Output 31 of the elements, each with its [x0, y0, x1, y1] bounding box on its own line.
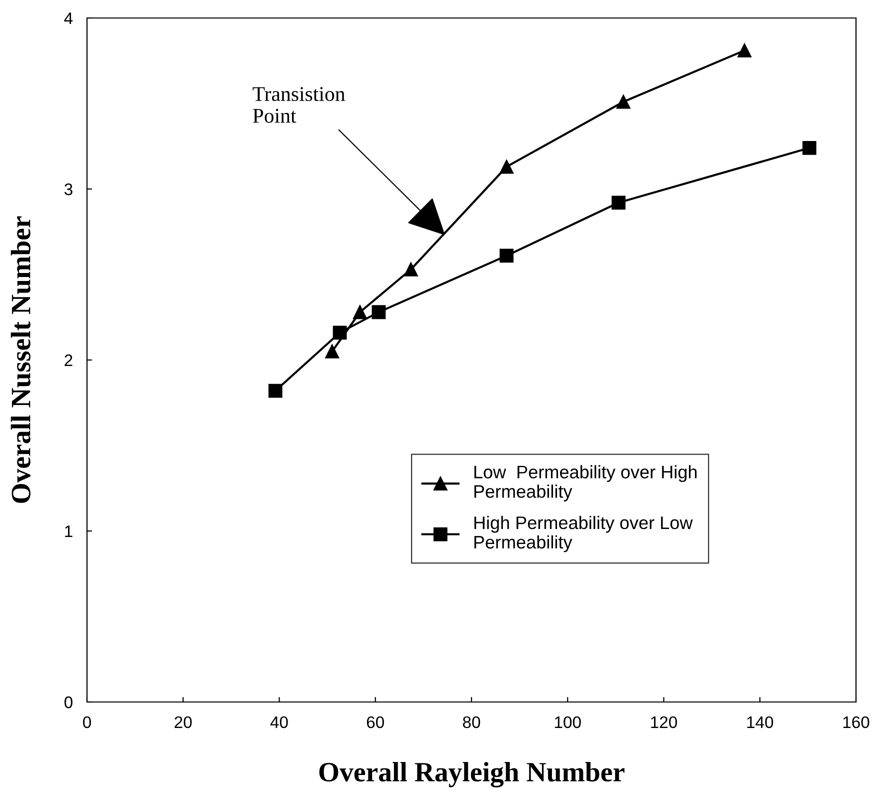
- legend-label: High Permeability over Low Permeability: [474, 516, 693, 552]
- x-tick-label: 140: [747, 716, 774, 728]
- y-tick-label: 4: [64, 12, 73, 24]
- x-tick-label: 80: [462, 716, 480, 728]
- annotation: Transistion Point: [252, 87, 346, 123]
- y-axis-title: Overall Nusselt Number: [10, 216, 30, 503]
- point: [268, 384, 282, 398]
- point: [500, 160, 514, 174]
- point: [500, 248, 514, 263]
- x-axis-title: Overall Rayleigh Number: [319, 762, 624, 788]
- x-tick-label: 60: [366, 716, 384, 728]
- y-tick-label: 3: [64, 183, 72, 196]
- x-tick-label: 120: [651, 716, 678, 728]
- y-tick-label: 0: [64, 696, 72, 708]
- point: [802, 141, 816, 155]
- point: [612, 196, 626, 210]
- point: [353, 305, 367, 320]
- point: [325, 344, 340, 358]
- y-tick-label: 1: [65, 526, 72, 538]
- x-tick-label: 160: [843, 716, 870, 728]
- point: [404, 262, 418, 276]
- legend-label: Low Permeability over High Permeability: [474, 465, 697, 502]
- point: [616, 94, 630, 109]
- point: [738, 44, 752, 58]
- y-tick-label: 2: [64, 354, 72, 366]
- x-tick-label: 0: [83, 716, 91, 728]
- x-tick-label: 20: [174, 716, 192, 728]
- point: [372, 305, 386, 320]
- x-tick-label: 40: [270, 716, 288, 728]
- point: [332, 326, 347, 340]
- x-tick-label: 100: [554, 716, 581, 728]
